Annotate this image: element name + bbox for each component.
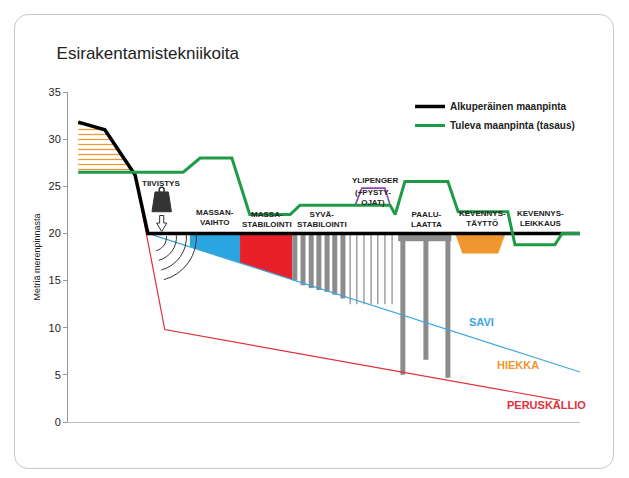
svg-text:SYVÄ-STABILOINTI: SYVÄ-STABILOINTI — [297, 210, 347, 229]
svg-text:Metriä merenpinnasta: Metriä merenpinnasta — [32, 213, 42, 300]
svg-text:HIEKKA: HIEKKA — [497, 359, 539, 371]
svg-text:MASSAN-VAIHTO: MASSAN-VAIHTO — [196, 208, 234, 227]
svg-text:35: 35 — [49, 86, 61, 98]
svg-text:(+PYSTY-OJAT): (+PYSTY-OJAT) — [355, 188, 391, 207]
svg-text:5: 5 — [55, 369, 61, 381]
svg-text:SAVI: SAVI — [469, 316, 494, 328]
svg-text:PAALU-LAATTA: PAALU-LAATTA — [411, 210, 442, 229]
svg-text:Alkuperäinen maanpinta: Alkuperäinen maanpinta — [450, 101, 567, 112]
svg-text:25: 25 — [49, 180, 61, 192]
svg-text:Esirakentamistekniikoita: Esirakentamistekniikoita — [57, 44, 240, 63]
svg-text:KEVENNYS-TÄYTTÖ: KEVENNYS-TÄYTTÖ — [459, 209, 506, 228]
svg-text:MASSA-STABILOINTI: MASSA-STABILOINTI — [242, 210, 292, 229]
svg-text:30: 30 — [49, 133, 61, 145]
svg-text:Tuleva maanpinta (tasaus): Tuleva maanpinta (tasaus) — [450, 120, 575, 131]
svg-text:10: 10 — [49, 322, 61, 334]
svg-text:0: 0 — [55, 416, 61, 428]
svg-text:PERUSKALLIO: PERUSKALLIO — [507, 399, 586, 411]
svg-text:KEVENNYS-LEIKKAUS: KEVENNYS-LEIKKAUS — [517, 209, 564, 228]
svg-text:20: 20 — [49, 227, 61, 239]
svg-text:YLIPENGER: YLIPENGER — [352, 176, 398, 185]
svg-text:TIIVISTYS: TIIVISTYS — [142, 179, 180, 188]
svg-text:15: 15 — [49, 274, 61, 286]
